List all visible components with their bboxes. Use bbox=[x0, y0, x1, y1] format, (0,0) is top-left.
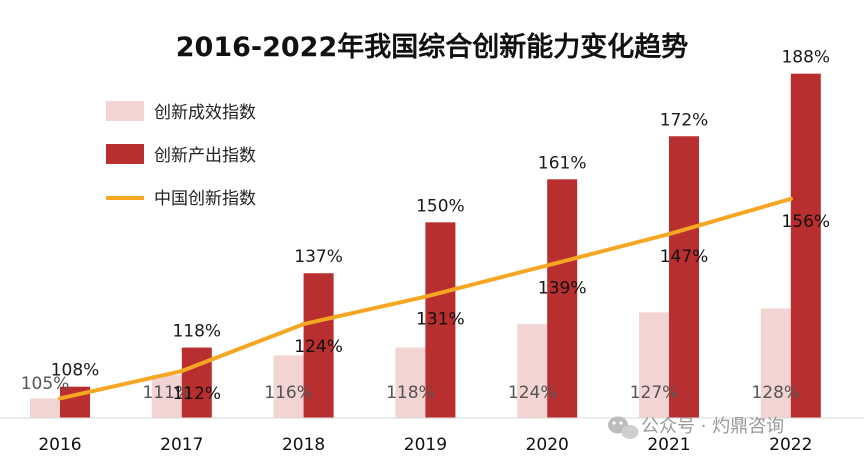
label-output-2020: 161% bbox=[538, 153, 587, 173]
x-tick-2021: 2021 bbox=[647, 435, 690, 455]
label-index-2021: 147% bbox=[660, 247, 709, 267]
label-effect-2020: 124% bbox=[508, 383, 557, 403]
x-tick-2022: 2022 bbox=[769, 435, 812, 455]
legend: 创新成效指数 创新产出指数 中国创新指数 bbox=[106, 101, 256, 209]
x-axis-ticks: 2016 2017 2018 2019 2020 2021 2022 bbox=[38, 435, 812, 455]
label-output-2019: 150% bbox=[416, 196, 465, 216]
x-tick-2018: 2018 bbox=[282, 435, 325, 455]
x-tick-2016: 2016 bbox=[38, 435, 81, 455]
point-index-2019 bbox=[423, 294, 428, 299]
label-output-2017: 118% bbox=[172, 322, 221, 342]
wechat-icon bbox=[608, 416, 639, 439]
bar-output-2022 bbox=[790, 73, 821, 419]
label-effect-2017: 111% bbox=[142, 383, 191, 403]
point-index-2016 bbox=[58, 396, 62, 401]
bar-effect-2017 bbox=[151, 374, 182, 418]
bar-output-2020 bbox=[547, 179, 578, 418]
legend-label-effect: 创新成效指数 bbox=[154, 103, 256, 123]
legend-swatch-effect bbox=[106, 101, 144, 121]
point-index-2020 bbox=[545, 263, 550, 268]
index-line-layer bbox=[58, 196, 793, 401]
label-index-2022: 156% bbox=[781, 212, 830, 232]
label-output-2018: 137% bbox=[294, 247, 343, 267]
legend-swatch-output bbox=[106, 144, 144, 164]
legend-label-index: 中国创新指数 bbox=[154, 189, 256, 209]
label-effect-2018: 116% bbox=[264, 383, 313, 403]
label-output-2016: 108% bbox=[51, 361, 100, 381]
x-tick-2017: 2017 bbox=[160, 435, 203, 455]
point-index-2017 bbox=[179, 369, 184, 374]
x-tick-2020: 2020 bbox=[526, 435, 569, 455]
bar-effect-2022 bbox=[760, 308, 791, 418]
bar-effect-2020 bbox=[517, 324, 548, 418]
label-index-2019: 131% bbox=[416, 310, 465, 330]
bar-effect-2019 bbox=[395, 347, 426, 418]
legend-label-output: 创新产出指数 bbox=[154, 146, 256, 166]
point-index-2022 bbox=[788, 196, 793, 201]
label-output-2021: 172% bbox=[660, 110, 709, 130]
point-index-2021 bbox=[667, 232, 671, 237]
point-index-2018 bbox=[301, 322, 306, 327]
bar-effect-2016 bbox=[30, 398, 60, 418]
x-tick-2019: 2019 bbox=[404, 435, 447, 455]
data-labels: 108%105%105%118%111%112%137%116%124%150%… bbox=[21, 48, 830, 404]
label-effect-2019: 118% bbox=[386, 383, 435, 403]
watermark: 公众号 · 灼鼎咨询 bbox=[608, 416, 784, 439]
bar-effect-2021 bbox=[639, 312, 669, 418]
label-effect-2016: 105% bbox=[21, 374, 70, 394]
label-index-2017: 112% bbox=[172, 384, 221, 404]
bar-output-2018 bbox=[303, 273, 334, 418]
label-effect-2021: 127% bbox=[630, 383, 679, 403]
label-effect-2022: 128% bbox=[751, 383, 800, 403]
watermark-text: 公众号 · 灼鼎咨询 bbox=[641, 416, 784, 437]
bar-output-2021 bbox=[669, 136, 699, 418]
chart-title: 2016-2022年我国综合创新能力变化趋势 bbox=[176, 31, 689, 63]
label-index-2018: 124% bbox=[294, 337, 343, 357]
bar-output-2019 bbox=[425, 222, 456, 418]
label-output-2022: 188% bbox=[781, 48, 830, 68]
label-index-2020: 139% bbox=[538, 278, 587, 298]
bar-effect-2018 bbox=[273, 355, 304, 418]
bars bbox=[30, 73, 821, 419]
